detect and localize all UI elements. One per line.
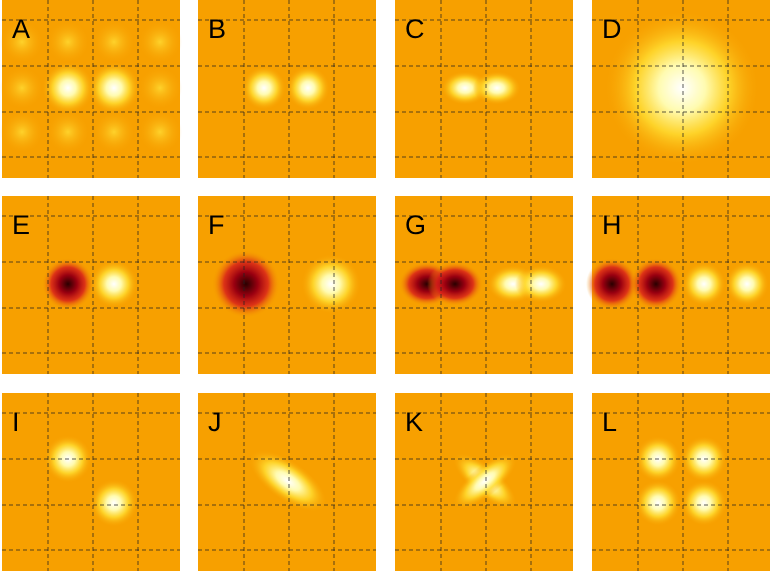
panel: C bbox=[395, 0, 573, 178]
intensity-blob bbox=[248, 449, 328, 513]
panel-label: A bbox=[12, 14, 30, 44]
intensity-blob bbox=[90, 479, 138, 527]
panel: K bbox=[395, 393, 573, 571]
intensity-blob bbox=[452, 452, 518, 510]
heatmap-background bbox=[592, 393, 770, 571]
panel-label: D bbox=[602, 14, 622, 44]
panel: J bbox=[198, 393, 376, 571]
intensity-blob bbox=[301, 254, 361, 314]
intensity-blob bbox=[681, 480, 727, 526]
intensity-blob bbox=[92, 20, 136, 64]
intensity-blob bbox=[635, 480, 681, 526]
intensity-blob bbox=[473, 71, 521, 105]
panel-label: H bbox=[602, 210, 622, 240]
intensity-blob bbox=[212, 250, 280, 318]
intensity-blob bbox=[90, 260, 138, 308]
intensity-blob bbox=[42, 258, 94, 310]
panel-label: F bbox=[208, 210, 225, 240]
intensity-blob bbox=[427, 262, 483, 306]
panel-label: J bbox=[208, 407, 222, 437]
intensity-blob bbox=[630, 258, 682, 310]
intensity-blob bbox=[88, 62, 140, 114]
panel-label: G bbox=[405, 210, 426, 240]
intensity-blob bbox=[138, 20, 182, 64]
intensity-blob bbox=[42, 62, 94, 114]
panel-label: B bbox=[208, 14, 226, 44]
panel: F bbox=[198, 196, 376, 374]
panel: I bbox=[2, 393, 180, 571]
panel: G bbox=[395, 196, 573, 374]
intensity-blob bbox=[586, 258, 638, 310]
intensity-blob bbox=[604, 10, 760, 166]
intensity-blob bbox=[0, 66, 44, 110]
intensity-blob bbox=[725, 262, 769, 306]
panel: E bbox=[2, 196, 180, 374]
panel-label: K bbox=[405, 407, 423, 437]
panel-label: C bbox=[405, 14, 425, 44]
panel-label: I bbox=[12, 407, 20, 437]
intensity-blob bbox=[138, 66, 182, 110]
intensity-blob bbox=[242, 66, 286, 110]
intensity-blob bbox=[286, 66, 330, 110]
panel-label: E bbox=[12, 210, 30, 240]
intensity-blob bbox=[92, 110, 136, 154]
panel: A bbox=[0, 0, 182, 178]
panel: L bbox=[592, 393, 770, 571]
intensity-blob bbox=[515, 265, 567, 303]
intensity-blob bbox=[138, 110, 182, 154]
intensity-blob bbox=[46, 20, 90, 64]
panel: B bbox=[198, 0, 376, 178]
panel: D bbox=[592, 0, 770, 178]
panel: H bbox=[586, 196, 770, 374]
heatmap-background bbox=[2, 393, 180, 571]
intensity-blob bbox=[682, 262, 726, 306]
intensity-blob bbox=[0, 20, 44, 64]
intensity-blob bbox=[46, 110, 90, 154]
panel-label: L bbox=[602, 407, 617, 437]
intensity-blob bbox=[0, 110, 44, 154]
